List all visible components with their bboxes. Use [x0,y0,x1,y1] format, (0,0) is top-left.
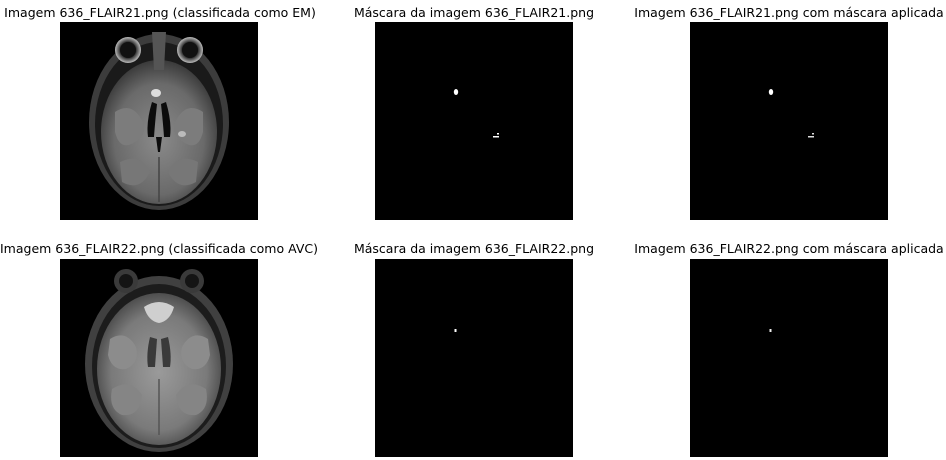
lesion-mark [812,133,814,135]
mri-image-flair22 [60,259,258,457]
panel-title-flair21-mask: Máscara da imagem 636_FLAIR21.png [314,5,634,21]
mri-image-flair21 [60,22,258,220]
panel-title-flair21-original: Imagem 636_FLAIR21.png (classificada com… [0,5,320,21]
applied-mask-flair21 [690,22,888,220]
panel-title-flair21-applied: Imagem 636_FLAIR21.png com máscara aplic… [629,5,946,21]
panel-title-flair22-original: Imagem 636_FLAIR22.png (classificada com… [0,241,319,257]
lesion-mark [770,329,772,332]
lesion-mark [497,133,499,135]
mask-flair21 [375,22,573,220]
applied-mask-flair22 [690,259,888,457]
lesion-mark [493,136,499,138]
lesion-mark [455,329,457,332]
mask-image-flair21 [375,22,573,220]
mask-flair22 [375,259,573,457]
applied-mask-image-flair21 [690,22,888,220]
panel-title-flair22-applied: Imagem 636_FLAIR22.png com máscara aplic… [629,241,946,257]
lesion-mark [454,89,458,95]
lesion-mark [808,136,814,138]
lesion-mark [769,89,773,95]
applied-mask-image-flair22 [690,259,888,457]
mri-brain-scan-flair22 [60,259,258,457]
mri-brain-scan-flair21 [60,22,258,220]
mask-image-flair22 [375,259,573,457]
panel-title-flair22-mask: Máscara da imagem 636_FLAIR22.png [314,241,634,257]
